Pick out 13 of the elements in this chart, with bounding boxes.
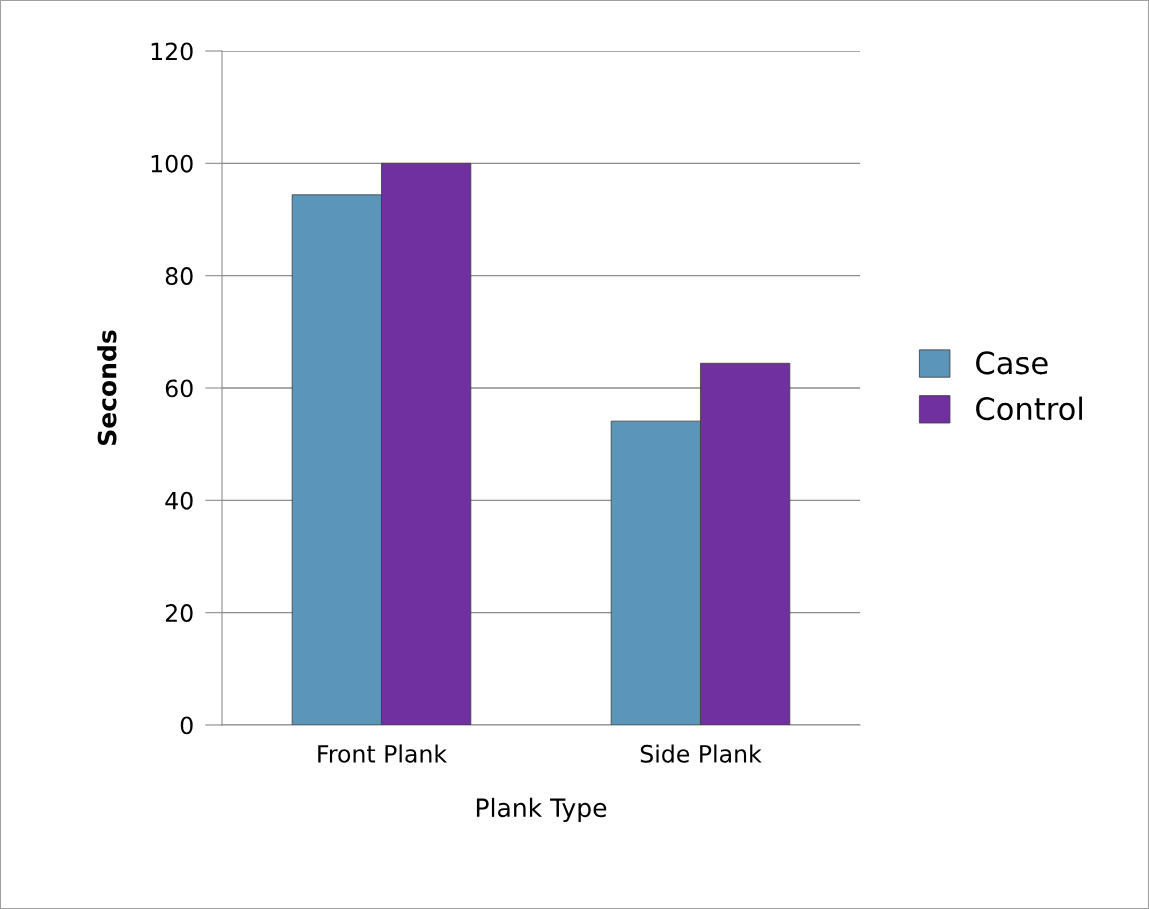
y-tick-label: 100 [151, 154, 193, 173]
legend-label: Control [976, 396, 1082, 421]
y-tick-label: 60 [165, 379, 193, 398]
y-tick-label: 20 [165, 604, 193, 622]
y-tick-label: 40 [165, 491, 193, 510]
y-tick-label: 120 [151, 42, 193, 61]
x-axis-title: Plank Type [476, 797, 607, 823]
y-tick-label: 0 [180, 716, 193, 735]
y-axis-title: Seconds [97, 330, 117, 445]
x-tick-label: Front Plank [318, 744, 447, 763]
y-tick-label: 80 [165, 267, 193, 285]
legend-label: Case [976, 351, 1048, 375]
x-tick-label: Side Plank [640, 744, 762, 763]
